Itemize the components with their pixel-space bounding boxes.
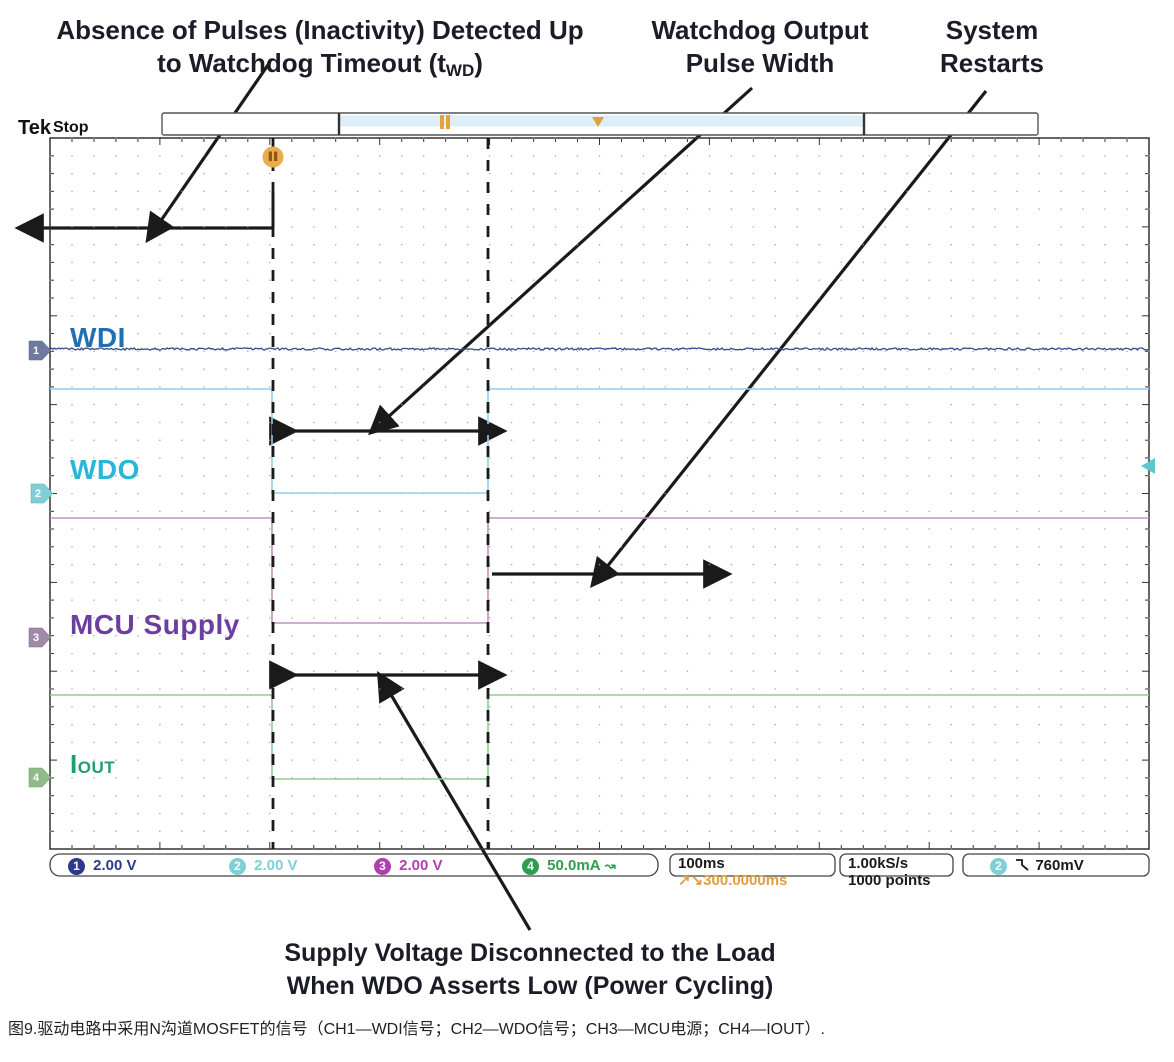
svg-text:3: 3 [33, 632, 39, 644]
svg-text:2: 2 [35, 488, 41, 500]
svg-text:1: 1 [33, 345, 39, 357]
svg-text:4: 4 [33, 772, 40, 784]
